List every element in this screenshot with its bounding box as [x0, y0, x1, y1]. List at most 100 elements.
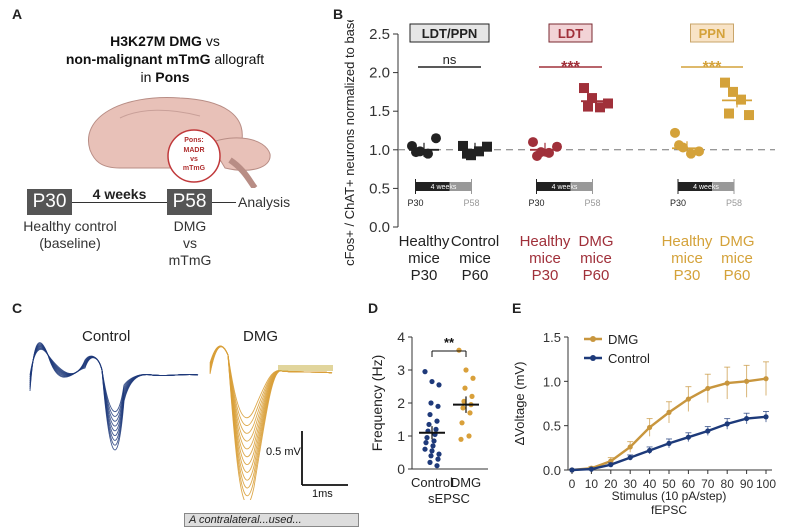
e-x-tick-label: 40 [643, 477, 657, 491]
b-timeline-bar-end [712, 182, 734, 191]
title-allograft: allograft [210, 51, 265, 67]
d-data-point [424, 435, 430, 441]
start-caption-1: (baseline) [39, 235, 101, 251]
d-category-label: Control [411, 475, 453, 490]
d-data-point [466, 433, 472, 439]
d-data-point [435, 403, 441, 409]
b-y-tick-label: 0.0 [369, 219, 390, 236]
d-data-point [427, 459, 433, 465]
d-sig-label: ** [444, 335, 455, 350]
c-control-trace [29, 342, 199, 451]
d-y-axis-label: Frequency (Hz) [369, 355, 385, 451]
b-data-point [532, 150, 542, 161]
b-timeline-label: 4 weeks [552, 184, 578, 191]
b-timeline-label: 4 weeks [431, 184, 457, 191]
b-category-label: DMG [720, 233, 755, 250]
bottom-caption-strip: A contralateral...used... [184, 513, 359, 527]
c-dmg-baseline-band [278, 365, 333, 371]
d-data-point [458, 436, 464, 442]
e-legend-label: Control [608, 351, 650, 366]
c-series-label: Control [82, 328, 130, 345]
d-data-point [428, 453, 434, 459]
d-data-point [433, 426, 439, 432]
c-control-trace [29, 345, 199, 432]
c-control-trace [29, 347, 199, 422]
d-y-tick-label: 0 [397, 461, 405, 477]
e-x-tick-label: 50 [662, 477, 676, 491]
d-data-point [429, 448, 435, 454]
b-category-label: Control [451, 233, 499, 250]
b-data-point [595, 102, 605, 113]
e-data-point [588, 466, 594, 472]
e-data-point [744, 378, 750, 384]
b-category-label: P30 [674, 267, 701, 280]
b-timeline-end: P58 [463, 198, 479, 208]
d-y-tick-label: 1 [397, 428, 405, 444]
timeline-analysis: Analysis [238, 194, 291, 210]
b-category-label: mice [408, 250, 440, 267]
b-region-box [548, 23, 593, 43]
timeline-start-caption: Healthy control (baseline) [10, 218, 130, 252]
c-control-trace [29, 344, 199, 437]
d-data-point [422, 369, 428, 375]
e-data-point [685, 396, 691, 402]
b-data-point [579, 83, 589, 94]
pons-label-1: MADR [184, 147, 205, 154]
d-data-point [430, 443, 436, 449]
e-y-tick-label: 0.5 [543, 419, 561, 434]
panel-letter-b: B [333, 6, 344, 22]
title-dmg: H3K27M DMG [110, 33, 202, 49]
d-data-point [470, 375, 476, 381]
b-data-point [458, 140, 468, 151]
title-mtmg: non-malignant mTmG [65, 51, 211, 67]
e-data-point [744, 415, 750, 422]
e-data-point [569, 467, 575, 473]
b-region-label: LDT/PPN [422, 26, 478, 41]
b-data-point [728, 86, 738, 97]
b-timeline-start: P30 [670, 198, 686, 208]
b-region-box [690, 23, 734, 43]
b-data-point [724, 108, 734, 119]
c-scalebar-y-label: 0.5 mV [266, 446, 302, 458]
e-x-tick-label: 0 [569, 477, 576, 491]
e-data-point [647, 447, 653, 454]
b-category-label: Healthy [399, 233, 450, 250]
d-data-point [460, 405, 466, 411]
b-data-point [720, 77, 730, 88]
chart-b: 0.0 0.5 1.0 1.5 2.0 2.5 cFos+ / ChAT+ neurons … [342, 20, 775, 280]
e-legend-marker [590, 336, 596, 342]
d-data-point [431, 438, 437, 444]
b-data-point [482, 141, 492, 152]
b-category-label: mice [671, 250, 703, 267]
end-caption-1: vs [183, 235, 197, 251]
b-category-label: mice [721, 250, 753, 267]
pons-inset-circle [167, 129, 221, 183]
timeline-line-2 [212, 202, 236, 203]
b-region-label: PPN [699, 26, 726, 41]
e-data-point [705, 428, 711, 434]
b-data-point [462, 148, 472, 159]
e-data-point [608, 462, 614, 468]
timeline-p30-box: P30 [27, 189, 72, 215]
e-y-tick-label: 1.5 [543, 330, 561, 345]
b-data-point [686, 148, 696, 159]
e-data-point [627, 454, 633, 461]
b-sig-label: ns [443, 52, 457, 67]
b-timeline-bar-end [449, 182, 472, 191]
title-vs: vs [201, 33, 220, 49]
e-data-point [763, 376, 769, 382]
b-data-point [583, 101, 593, 112]
d-data-point [434, 418, 440, 424]
e-x-tick-label: 20 [604, 477, 618, 491]
d-data-point [462, 385, 468, 391]
d-x-axis-label: sEPSC [428, 491, 470, 506]
d-y-tick-label: 2 [397, 395, 405, 411]
b-category-label: mice [459, 250, 491, 267]
mouse-brain-illustration: Pons: MADR vs mTmG [88, 97, 271, 188]
e-x-tick-label: 90 [740, 477, 754, 491]
d-y-tick-label: 3 [397, 362, 405, 378]
d-data-point [434, 463, 440, 469]
panel-a-title: H3K27M DMG vs non-malignant mTmG allogra… [40, 32, 290, 86]
b-data-point [744, 110, 754, 121]
